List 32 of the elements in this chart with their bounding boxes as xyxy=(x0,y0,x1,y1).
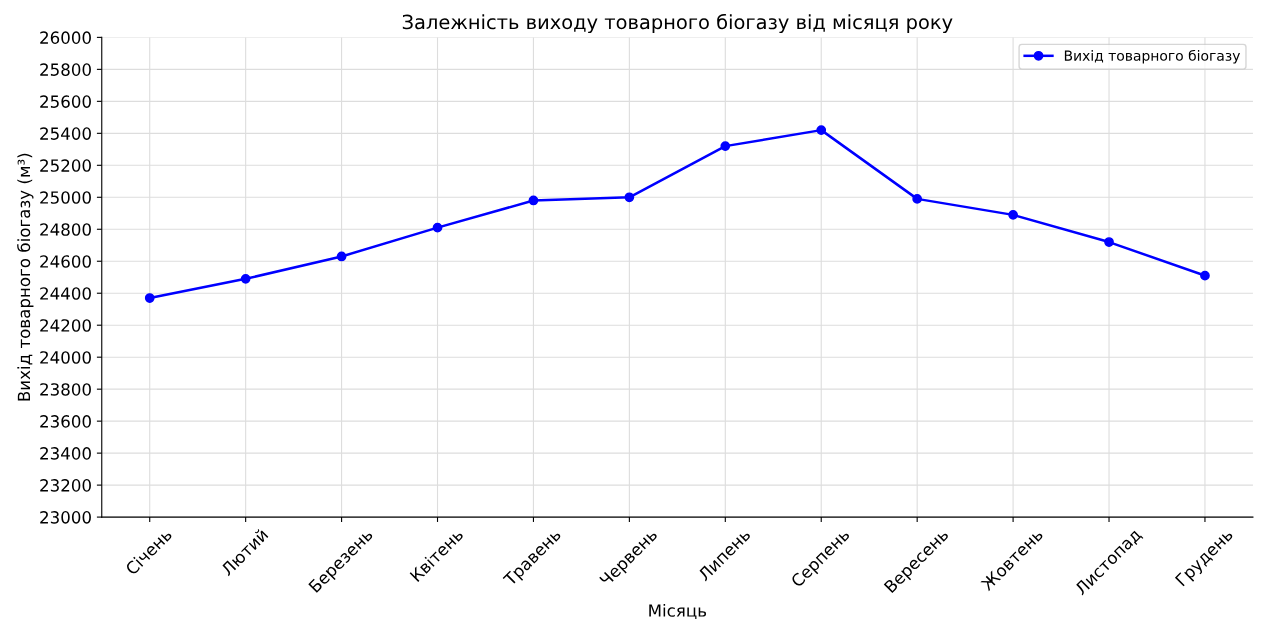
y-tick-label: 24800 xyxy=(40,223,91,236)
x-axis-title: Місяць xyxy=(649,603,707,619)
point xyxy=(336,251,347,262)
y-tick-label: 25400 xyxy=(40,127,91,140)
y-tick-label: 25600 xyxy=(40,95,91,108)
y-tick-label: 24000 xyxy=(40,351,91,364)
y-tick-label: 24400 xyxy=(40,287,91,300)
y-tick-label: 25200 xyxy=(40,159,91,172)
y-axis-title: Вихід товарного біогазу (м³) xyxy=(17,153,34,401)
point xyxy=(816,125,827,135)
y-tick-label: 23400 xyxy=(40,447,91,460)
point xyxy=(144,293,155,303)
point xyxy=(624,192,635,203)
point xyxy=(1008,210,1018,220)
point xyxy=(912,194,923,204)
chart-title: Залежність виходу товарного біогазу від місяця року xyxy=(402,13,953,34)
point xyxy=(432,222,443,233)
y-tick-label: 23000 xyxy=(40,511,91,524)
y-tick-label: 26000 xyxy=(40,31,91,44)
y-tick-label: 24200 xyxy=(40,319,91,332)
point xyxy=(1200,270,1210,281)
point xyxy=(1104,237,1114,247)
y-tick-label: 24600 xyxy=(40,255,91,268)
y-tick-label: 23800 xyxy=(40,383,91,396)
point xyxy=(528,195,539,206)
legend-label: Вихід товарного біогазу xyxy=(1064,49,1240,64)
y-tick-label: 23200 xyxy=(40,479,91,492)
point xyxy=(240,273,251,284)
point xyxy=(720,141,731,151)
y-tick-label: 25800 xyxy=(40,63,91,76)
y-tick-label: 25000 xyxy=(40,191,91,204)
y-tick-label: 23600 xyxy=(40,415,91,428)
